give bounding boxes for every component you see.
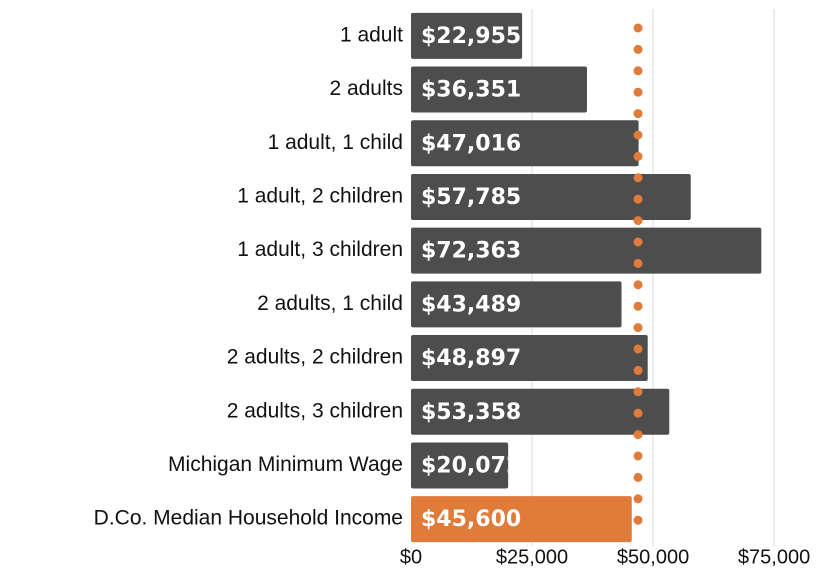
category-label: Michigan Minimum Wage — [168, 453, 403, 476]
bar — [411, 281, 622, 328]
value-label: $43,489 — [421, 292, 521, 317]
category-label: 1 adult, 2 children — [237, 184, 403, 207]
x-tick-label: $50,000 — [617, 546, 689, 568]
value-label: $20,072 — [421, 453, 521, 478]
x-tick-label: $75,000 — [738, 546, 810, 568]
value-label: $72,363 — [421, 239, 521, 264]
value-label: $45,600 — [421, 507, 521, 532]
value-label: $47,016 — [421, 131, 521, 156]
bar — [411, 227, 762, 274]
category-label: 2 adults, 1 child — [257, 292, 403, 315]
category-label: 2 adults, 2 children — [227, 346, 403, 369]
value-label: $57,785 — [421, 185, 521, 210]
value-label: $53,358 — [421, 400, 521, 425]
bar — [411, 120, 639, 167]
bar — [411, 442, 509, 489]
bar — [411, 173, 691, 220]
x-tick-label: $0 — [400, 546, 422, 568]
bar — [411, 66, 587, 113]
category-label: 2 adults, 3 children — [227, 399, 403, 422]
category-label: 1 adult, 1 child — [268, 131, 403, 154]
category-label: 1 adult, 3 children — [237, 238, 403, 261]
bar — [411, 496, 632, 543]
category-label: 1 adult — [340, 23, 403, 46]
value-label: $48,897 — [421, 346, 521, 371]
category-label: D.Co. Median Household Income — [94, 507, 403, 530]
bar — [411, 335, 648, 382]
bar — [411, 388, 670, 435]
value-label: $22,955 — [421, 24, 521, 49]
value-label: $36,351 — [421, 78, 521, 103]
x-tick-label: $25,000 — [496, 546, 568, 568]
category-label: 2 adults — [329, 77, 403, 100]
bar — [411, 12, 523, 59]
